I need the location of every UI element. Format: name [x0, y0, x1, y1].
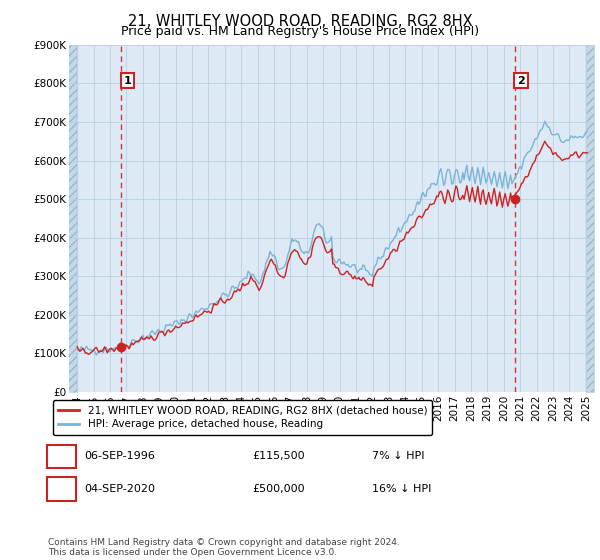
Text: 7% ↓ HPI: 7% ↓ HPI	[372, 451, 425, 461]
Text: 2: 2	[58, 484, 65, 494]
Text: 16% ↓ HPI: 16% ↓ HPI	[372, 484, 431, 494]
Text: 1: 1	[124, 76, 131, 86]
Text: Price paid vs. HM Land Registry's House Price Index (HPI): Price paid vs. HM Land Registry's House …	[121, 25, 479, 38]
Text: 04-SEP-2020: 04-SEP-2020	[84, 484, 155, 494]
Text: 1: 1	[58, 451, 65, 461]
Text: 06-SEP-1996: 06-SEP-1996	[84, 451, 155, 461]
Text: 2: 2	[517, 76, 525, 86]
Text: Contains HM Land Registry data © Crown copyright and database right 2024.
This d: Contains HM Land Registry data © Crown c…	[48, 538, 400, 557]
Text: 21, WHITLEY WOOD ROAD, READING, RG2 8HX: 21, WHITLEY WOOD ROAD, READING, RG2 8HX	[128, 14, 472, 29]
Legend: 21, WHITLEY WOOD ROAD, READING, RG2 8HX (detached house), HPI: Average price, de: 21, WHITLEY WOOD ROAD, READING, RG2 8HX …	[53, 400, 433, 435]
Text: £115,500: £115,500	[252, 451, 305, 461]
Text: £500,000: £500,000	[252, 484, 305, 494]
